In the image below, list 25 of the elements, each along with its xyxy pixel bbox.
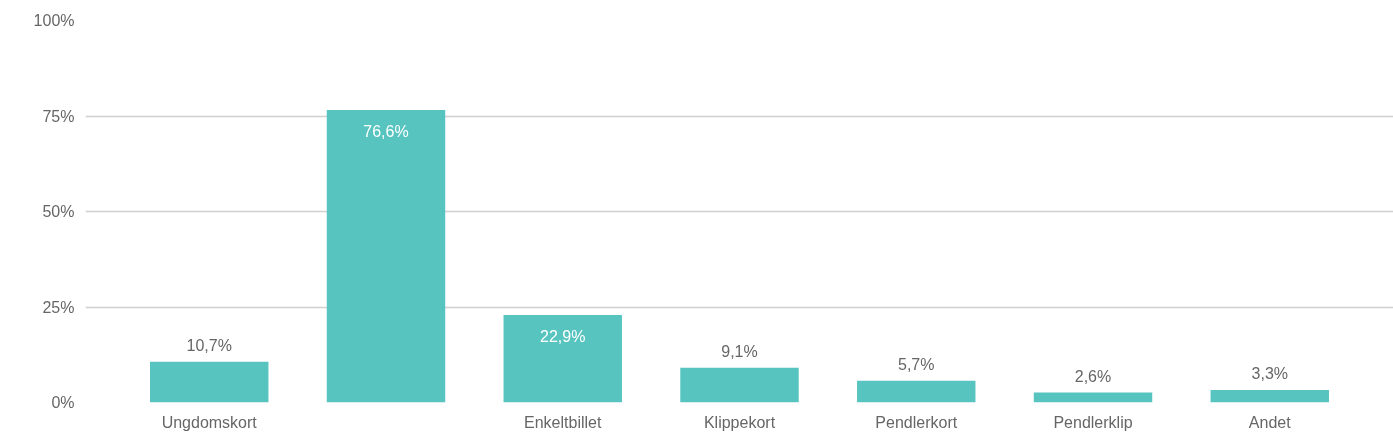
data-label: 22,9%: [540, 328, 586, 346]
data-label: 5,7%: [898, 356, 935, 374]
bar: [857, 380, 976, 403]
data-label: 10,7%: [186, 336, 232, 354]
bar: [503, 315, 622, 403]
data-label: 76,6%: [363, 123, 409, 141]
bar: [1033, 392, 1153, 403]
data-label: 3,3%: [1251, 365, 1288, 383]
y-tick-label: 25%: [42, 298, 75, 316]
bar: [680, 367, 799, 403]
y-tick-label: 75%: [42, 107, 75, 125]
x-tick-label: Pendlerkort: [875, 413, 958, 431]
y-tick-label: 50%: [42, 203, 75, 220]
x-tick-label: Andet: [1248, 413, 1292, 431]
bar: [1210, 389, 1329, 403]
bar: [326, 109, 446, 403]
x-tick-label: Enkeltbillet: [524, 413, 602, 431]
y-tick-label: 0%: [51, 394, 75, 411]
bar: [150, 361, 269, 403]
x-tick-label: Ungdomskort: [161, 413, 258, 431]
x-tick-label: Klippekort: [703, 413, 776, 431]
x-tick-label: Pendlerklip: [1053, 413, 1133, 431]
data-label: 2,6%: [1074, 367, 1112, 385]
y-tick-label: 100%: [33, 12, 75, 29]
data-label: 9,1%: [721, 343, 758, 361]
